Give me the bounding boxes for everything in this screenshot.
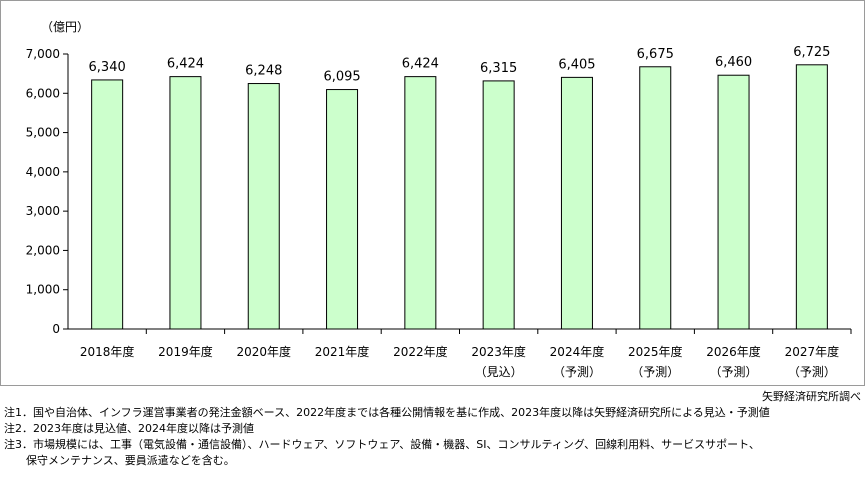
data-label: 6,340 (89, 60, 126, 75)
footnote-3: 注3．市場規模には、工事（電気設備・通信設備）、ハードウェア、ソフトウェア、設備… (4, 438, 760, 451)
category-label: 2019年度 (158, 344, 213, 359)
data-label: 6,424 (402, 57, 439, 72)
category-label: 2023年度 (471, 344, 526, 359)
bar (717, 74, 750, 330)
footnote-2: 注2．2023年度は見込値、2024年度以降は予測値 (4, 422, 254, 435)
y-tick-label: 0 (52, 322, 60, 336)
category-label: 2021年度 (315, 344, 370, 359)
y-tick-label: 4,000 (26, 165, 60, 179)
category-sublabel: （見込） (475, 365, 523, 379)
bar (482, 80, 515, 330)
data-label: 6,725 (793, 45, 830, 60)
category-sublabel: （予測） (553, 365, 601, 379)
bar (326, 89, 359, 330)
chart-frame: （億円） 0 1,000 2,000 3,000 4,000 5,000 6,000 7,00… (0, 0, 865, 386)
source-note: 矢野経済研究所調べ (762, 390, 861, 403)
bar (639, 66, 672, 330)
bar (247, 83, 280, 330)
category-label: 2024年度 (550, 344, 605, 359)
y-tick-label: 5,000 (26, 126, 60, 140)
data-label: 6,248 (245, 64, 282, 79)
bar-chart: （億円） 0 1,000 2,000 3,000 4,000 5,000 6,000 7,00… (26, 20, 852, 379)
y-tick-label: 1,000 (26, 283, 60, 297)
y-tick-label: 7,000 (26, 47, 60, 61)
y-tick-label: 2,000 (26, 243, 60, 257)
data-label: 6,424 (167, 57, 204, 72)
footnotes: 注1．国や自治体、インフラ運営事業者の発注金額ベース、2022年度までは各種公開… (4, 405, 864, 469)
data-label: 6,095 (323, 70, 360, 85)
y-tick-label: 3,000 (26, 204, 60, 218)
category-label: 2022年度 (393, 344, 448, 359)
category-label: 2027年度 (785, 344, 840, 359)
footnote-1: 注1．国や自治体、インフラ運営事業者の発注金額ベース、2022年度までは各種公開… (4, 406, 770, 419)
data-label: 6,315 (480, 61, 517, 76)
data-label: 6,405 (558, 57, 595, 72)
category-sublabel: （予測） (631, 365, 679, 379)
category-label: 2025年度 (628, 344, 683, 359)
data-label: 6,460 (715, 55, 752, 70)
bar (91, 79, 124, 330)
category-label: 2018年度 (80, 344, 135, 359)
category-sublabel: （予測） (788, 365, 836, 379)
y-axis-unit-label: （億円） (41, 20, 89, 34)
bar (169, 76, 202, 330)
category-label: 2020年度 (236, 344, 291, 359)
bar (795, 64, 828, 330)
bar (404, 76, 437, 330)
y-tick-label: 6,000 (26, 86, 60, 100)
category-sublabel: （予測） (710, 365, 758, 379)
bar (560, 76, 593, 330)
footnote-3-continued: 保守メンテナンス、要員派遣などを含む。 (26, 454, 235, 467)
category-label: 2026年度 (706, 344, 761, 359)
data-label: 6,675 (637, 47, 674, 62)
